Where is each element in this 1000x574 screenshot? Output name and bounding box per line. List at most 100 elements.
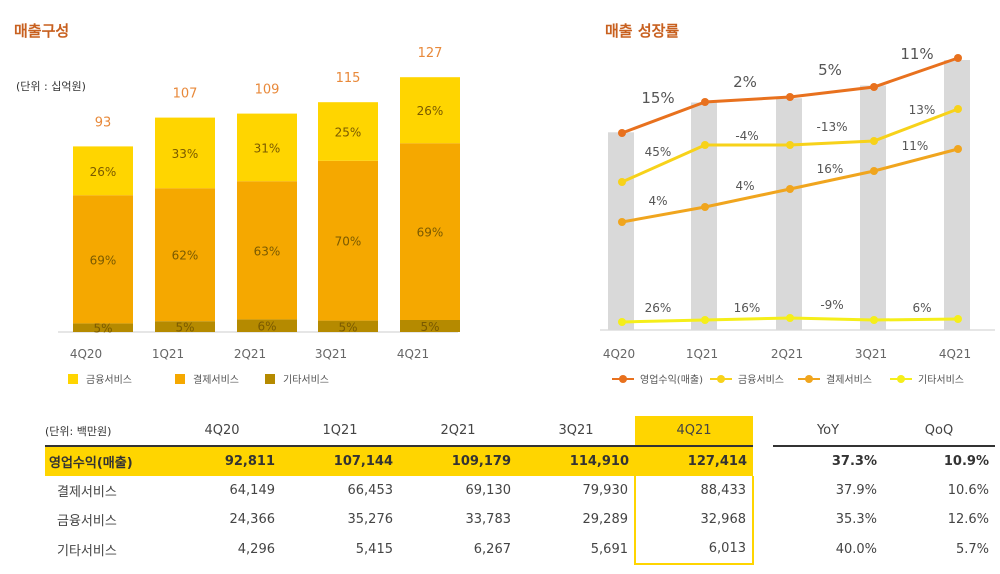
bar-segment — [73, 146, 133, 196]
bar-segment — [400, 77, 460, 144]
background-bar — [691, 102, 717, 330]
cell-qoq: 10.6% — [947, 483, 989, 498]
bar-total-label: 107 — [173, 87, 198, 102]
bar-total-label: 127 — [418, 46, 443, 61]
series-point — [870, 167, 878, 175]
legend-label-finance-r: 금융서비스 — [738, 375, 784, 386]
series-point — [701, 98, 709, 106]
cell: 6,013 — [634, 534, 754, 565]
bar-segment-label: 70% — [335, 235, 362, 249]
legend-swatch-payment — [175, 373, 185, 384]
cell: 6,267 — [473, 541, 511, 557]
cell: 29,289 — [582, 512, 629, 527]
bar-total-label: 93 — [95, 115, 112, 130]
x-tick-label: 3Q21 — [315, 347, 347, 361]
legend-label-revenue: 영업수익(매출) — [640, 375, 704, 386]
x-tick-label: 4Q21 — [939, 347, 971, 361]
series-point — [954, 315, 962, 323]
growth-label: 4% — [735, 179, 754, 193]
cell-qoq: 10.9% — [943, 454, 989, 469]
cell: 5,691 — [590, 541, 628, 557]
series-point — [870, 316, 878, 324]
table-header-4q21: 4Q21 — [635, 416, 753, 447]
x-tick-label: 2Q21 — [234, 347, 266, 361]
bar-segment — [73, 195, 133, 324]
cell-yoy: 37.3% — [831, 454, 877, 469]
row-label: 영업수익(매출) — [45, 446, 163, 476]
growth-label: 5% — [818, 61, 842, 79]
right-legend-revenue: 영업수익(매출) — [612, 371, 703, 386]
table-header-qoq: QoQ — [883, 416, 995, 447]
bar-segment — [318, 320, 378, 332]
x-tick-label: 3Q21 — [855, 347, 887, 361]
growth-label: 15% — [641, 89, 674, 107]
table-gap — [753, 416, 773, 446]
cell-gap — [753, 446, 773, 476]
left-chart-unit: (단위 : 십억원) — [16, 80, 86, 93]
revenue-table: (단위: 백만원) 4Q20 1Q21 2Q21 3Q21 4Q21 YoY Q… — [45, 416, 995, 565]
bar-segment-label: 33% — [172, 147, 199, 161]
series-point — [870, 83, 878, 91]
row-label: 기타서비스 — [57, 543, 117, 559]
series-point — [786, 185, 794, 193]
legend-line-revenue — [612, 374, 634, 383]
bar-segment-label: 26% — [90, 165, 117, 179]
row-label: 결제서비스 — [57, 485, 117, 500]
legend-line-other — [890, 374, 912, 383]
legend-line-payment — [798, 374, 820, 383]
bar-segment-label: 26% — [417, 104, 444, 118]
growth-label: -4% — [735, 129, 758, 143]
cell-gap — [753, 476, 773, 505]
bar-segment-label: 5% — [175, 321, 194, 335]
bar-total-label: 115 — [336, 71, 361, 86]
series-point — [701, 203, 709, 211]
cell: 107,144 — [281, 446, 399, 476]
bar-segment-label: 69% — [417, 226, 444, 240]
cell: 32,968 — [634, 505, 754, 534]
bar-segment — [400, 320, 460, 332]
cell: 127,414 — [635, 446, 753, 476]
bar-segment — [318, 160, 378, 321]
background-bar — [776, 98, 802, 330]
cell: 5,415 — [355, 541, 393, 557]
table-row: 영업수익(매출) 92,811 107,144 109,179 114,910 … — [45, 446, 995, 476]
table-header-4q20: 4Q20 — [163, 416, 281, 447]
cell: 114,910 — [517, 446, 635, 476]
x-tick-label: 2Q21 — [771, 347, 803, 361]
right-legend-other: 기타서비스 — [890, 371, 964, 386]
cell: 24,366 — [229, 512, 276, 527]
bar-segment-label: 5% — [338, 320, 357, 334]
series-point — [954, 54, 962, 62]
series-point — [786, 141, 794, 149]
series-point — [701, 316, 709, 324]
cell: 88,433 — [634, 476, 754, 505]
growth-label: 13% — [909, 103, 936, 117]
table-row: 금융서비스 24,366 35,276 33,783 29,289 32,968… — [45, 505, 995, 534]
bar-segment — [155, 188, 215, 322]
series-point — [618, 129, 626, 137]
legend-swatch-other — [265, 373, 275, 384]
cell-qoq: 12.6% — [947, 512, 989, 527]
x-tick-label: 1Q21 — [686, 347, 718, 361]
growth-label: 2% — [733, 73, 757, 91]
cell-gap — [753, 505, 773, 534]
legend-label-other-r: 기타서비스 — [918, 375, 964, 386]
right-chart-title: 매출 성장률 — [605, 22, 680, 40]
background-bar — [860, 85, 886, 330]
x-tick-label: 4Q20 — [70, 347, 102, 361]
growth-label: 6% — [912, 301, 931, 315]
right-legend-finance: 금융서비스 — [710, 371, 784, 386]
bar-segment — [237, 181, 297, 320]
series-point — [954, 145, 962, 153]
growth-label: 16% — [734, 301, 761, 315]
cell: 35,276 — [347, 512, 394, 527]
cell: 66,453 — [347, 483, 394, 498]
series-point — [618, 318, 626, 326]
growth-label: 16% — [817, 162, 844, 176]
bar-segment-label: 63% — [254, 244, 281, 258]
table-header-1q21: 1Q21 — [281, 416, 399, 447]
left-legend-finance: 금융서비스 — [68, 371, 132, 386]
legend-label-finance: 금융서비스 — [86, 375, 132, 386]
cell: 33,783 — [465, 512, 512, 527]
bar-segment-label: 25% — [335, 126, 362, 140]
